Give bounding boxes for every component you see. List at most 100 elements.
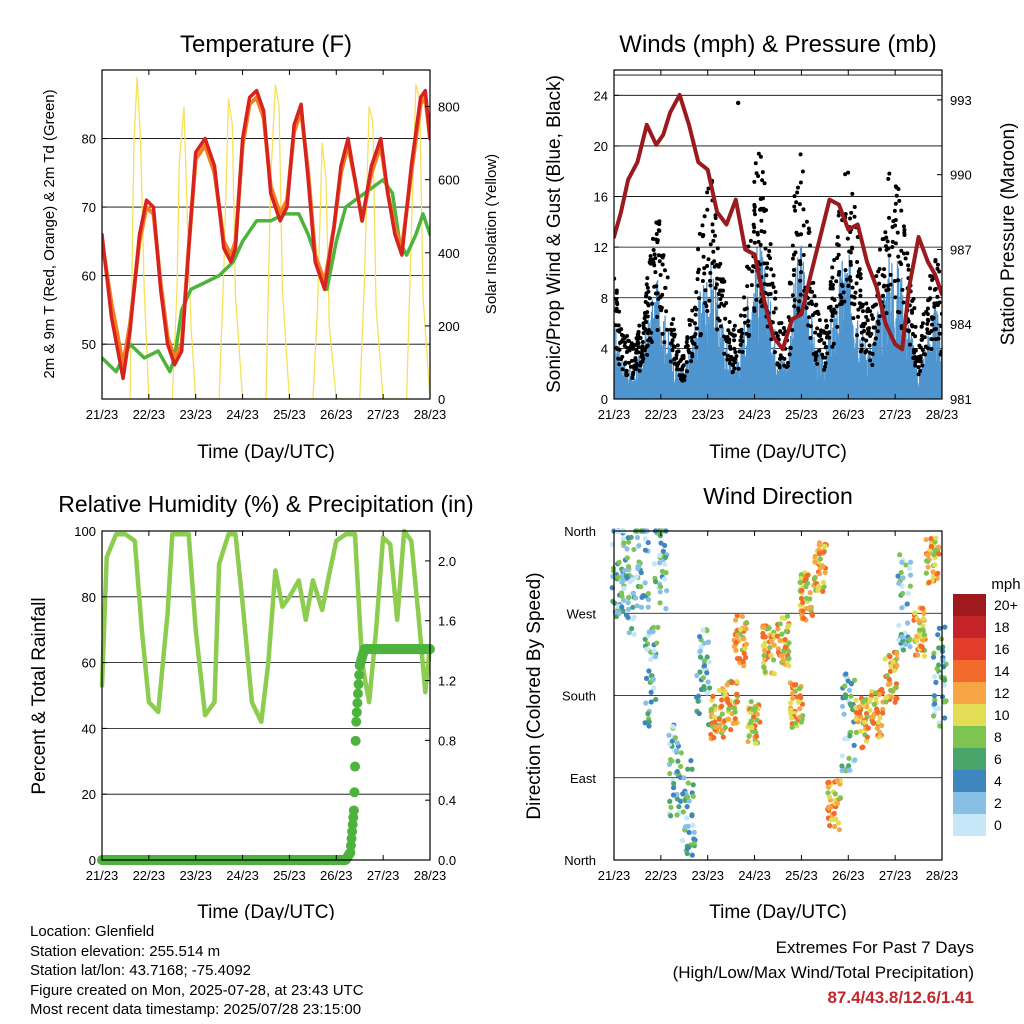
gust-point [848, 250, 853, 255]
direction-point [734, 613, 740, 619]
direction-point [841, 711, 847, 717]
direction-point [732, 709, 738, 715]
gust-point [897, 198, 902, 203]
precip-point [348, 805, 359, 816]
direction-point [898, 569, 904, 576]
direction-point [625, 539, 632, 545]
temperature-ylabel: 2m & 9m T (Red, Orange) & 2m Td (Green) [41, 89, 58, 378]
gust-point [930, 337, 935, 342]
precip-point [350, 735, 361, 746]
direction-point [635, 565, 641, 572]
direction-point [676, 804, 682, 810]
gust-point [838, 293, 843, 298]
gust-point [887, 215, 892, 220]
gust-point [767, 248, 772, 253]
humidity-ytick-label: 60 [82, 656, 96, 671]
gust-point [800, 169, 805, 174]
gust-point [798, 278, 803, 283]
gust-point [897, 310, 902, 315]
direction-point [916, 627, 923, 633]
direction-point [775, 646, 782, 652]
direction-point [845, 678, 851, 684]
direction-point [630, 604, 636, 610]
gust-point [626, 360, 631, 365]
precip-point [352, 688, 363, 699]
gust-point [848, 260, 853, 265]
gust-point [760, 178, 765, 183]
direction-point [887, 668, 894, 674]
gust-point [896, 278, 901, 283]
direction-point [793, 681, 799, 688]
gust-point [645, 343, 650, 348]
direction-point [887, 654, 893, 660]
gust-point [829, 308, 834, 313]
gust-point [913, 324, 918, 329]
direction-point [634, 534, 641, 541]
gust-point [765, 265, 770, 270]
gust-point [885, 283, 890, 288]
direction-point [645, 597, 652, 603]
gust-point [730, 370, 735, 375]
direction-point [657, 600, 663, 606]
direction-point [777, 637, 783, 644]
gust-point [702, 271, 707, 276]
direction-point [743, 641, 750, 647]
gust-point [614, 290, 619, 295]
direction-frame [613, 530, 943, 861]
direction-point [786, 663, 792, 669]
gust-point [753, 161, 758, 166]
gust-point [740, 350, 745, 355]
direction-point [610, 573, 616, 580]
gust-point [858, 272, 863, 277]
gust-point [892, 279, 897, 284]
gust-point [928, 286, 933, 291]
gust-point [703, 288, 708, 293]
gust-point [778, 329, 783, 334]
direction-point [860, 744, 866, 750]
gust-point [660, 262, 665, 267]
gust-point [643, 313, 648, 318]
direction-point [936, 645, 942, 651]
direction-point [921, 632, 928, 638]
gust-point [920, 321, 925, 326]
direction-point [787, 707, 793, 713]
gust-point [715, 276, 720, 281]
gust-point [693, 331, 698, 336]
direction-point [839, 763, 845, 769]
direction-point [651, 648, 657, 654]
gust-point [705, 263, 710, 268]
direction-point [822, 569, 828, 576]
winds-xlabel: Time (Day/UTC) [709, 442, 847, 463]
gust-point [851, 316, 856, 321]
gust-point [742, 295, 747, 300]
gust-point [884, 288, 889, 293]
gust-point [818, 328, 823, 333]
direction-point [932, 674, 938, 680]
direction-point [633, 574, 639, 580]
gust-point [717, 304, 722, 309]
direction-point [719, 711, 725, 717]
direction-point [680, 809, 686, 815]
gust-point [796, 232, 801, 237]
direction-point [774, 633, 780, 639]
colorbar-label: 20+ [994, 597, 1018, 613]
gust-point [648, 330, 653, 335]
direction-point [642, 580, 648, 586]
direction-point [708, 707, 714, 713]
direction-point [645, 604, 651, 610]
direction-point [670, 792, 677, 798]
direction-point [748, 718, 754, 724]
direction-point [621, 597, 627, 603]
gust-point [937, 269, 942, 274]
humidity-xtick-label: 25/23 [273, 868, 306, 883]
gust-point [773, 290, 778, 295]
temperature-frame [101, 69, 431, 400]
temperature-ytick-right-label: 200 [438, 319, 460, 334]
gust-point [786, 360, 791, 365]
gust-point [835, 324, 840, 329]
gust-point [702, 214, 707, 219]
direction-point [874, 725, 880, 731]
gust-point [882, 267, 887, 272]
gust-point [873, 336, 878, 341]
gust-point [748, 238, 753, 243]
